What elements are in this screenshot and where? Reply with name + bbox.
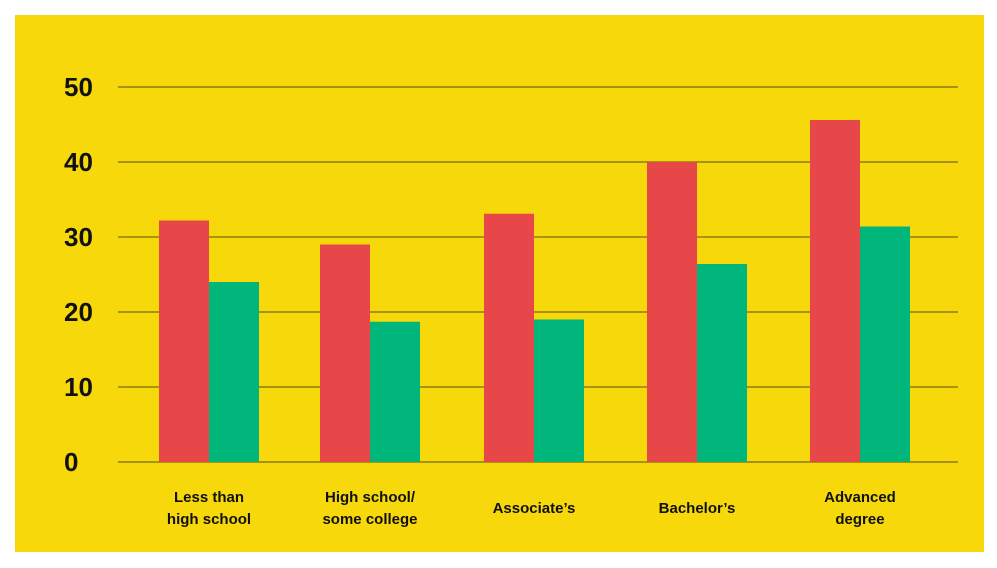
x-category-label-2: High school/some college [322, 489, 417, 528]
y-tick-label-30: 30 [64, 222, 93, 252]
y-tick-label-0: 0 [64, 447, 78, 477]
x-axis-category-labels: Less than high school High school/some col… [167, 489, 896, 528]
bar-series1-category3 [484, 213, 534, 462]
x-category-label-1: Less than high school [167, 489, 251, 528]
bars [159, 120, 910, 462]
bar-series1-category5 [810, 120, 860, 462]
bar-series1-category2 [320, 244, 370, 462]
bar-series2-category2 [370, 321, 420, 462]
x-category-label-4: Bachelor’s [659, 500, 736, 517]
y-tick-label-10: 10 [64, 372, 93, 402]
bar-series2-category4 [697, 264, 747, 462]
y-tick-label-50: 50 [64, 72, 93, 102]
x-category-label-3: Associate’s [493, 500, 576, 517]
y-tick-label-20: 20 [64, 297, 93, 327]
bar-series2-category3 [534, 319, 584, 462]
bar-series1-category1 [159, 220, 209, 462]
bar-series1-category4 [647, 162, 697, 462]
x-category-label-5: Advanced degree [824, 489, 896, 528]
bar-series2-category1 [209, 282, 259, 462]
y-axis-tick-labels: 0 10 20 30 40 50 [64, 72, 93, 477]
bar-series2-category5 [860, 226, 910, 462]
y-tick-label-40: 40 [64, 147, 93, 177]
